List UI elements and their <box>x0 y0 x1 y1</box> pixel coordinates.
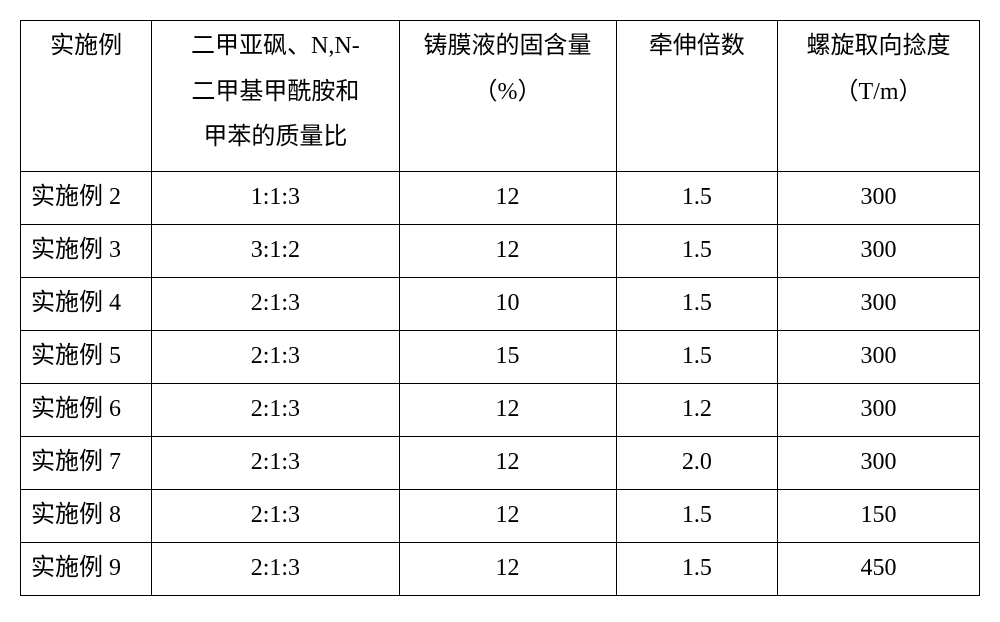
cell-example-label: 实施例 6 <box>21 384 152 437</box>
cell-draw-ratio: 1.5 <box>616 543 778 596</box>
cell-solid-content: 12 <box>399 437 616 490</box>
cell-draw-ratio: 1.5 <box>616 225 778 278</box>
cell-draw-ratio: 1.5 <box>616 278 778 331</box>
cell-example-label: 实施例 2 <box>21 172 152 225</box>
cell-twist: 300 <box>778 225 980 278</box>
table-row: 实施例 2 1:1:3 12 1.5 300 <box>21 172 980 225</box>
table-row: 实施例 4 2:1:3 10 1.5 300 <box>21 278 980 331</box>
cell-draw-ratio: 1.5 <box>616 172 778 225</box>
col-header-draw-ratio: 牵伸倍数 <box>616 21 778 172</box>
table-row: 实施例 7 2:1:3 12 2.0 300 <box>21 437 980 490</box>
table-row: 实施例 3 3:1:2 12 1.5 300 <box>21 225 980 278</box>
cell-mass-ratio: 2:1:3 <box>152 384 399 437</box>
col-header-solid-content: 铸膜液的固含量 （%） <box>399 21 616 172</box>
cell-example-label: 实施例 7 <box>21 437 152 490</box>
cell-solid-content: 12 <box>399 384 616 437</box>
cell-draw-ratio: 1.5 <box>616 331 778 384</box>
table-body: 实施例 2 1:1:3 12 1.5 300 实施例 3 3:1:2 12 1.… <box>21 172 980 596</box>
header-text: 牵伸倍数 <box>649 24 745 70</box>
cell-solid-content: 12 <box>399 172 616 225</box>
cell-example-label: 实施例 8 <box>21 490 152 543</box>
cell-twist: 300 <box>778 331 980 384</box>
cell-mass-ratio: 2:1:3 <box>152 331 399 384</box>
cell-solid-content: 12 <box>399 490 616 543</box>
col-header-mass-ratio: 二甲亚砜、N,N- 二甲基甲酰胺和 甲苯的质量比 <box>152 21 399 172</box>
header-text: （%） <box>474 70 542 116</box>
cell-twist: 300 <box>778 437 980 490</box>
table-row: 实施例 8 2:1:3 12 1.5 150 <box>21 490 980 543</box>
header-text: （T/m） <box>835 70 923 116</box>
cell-solid-content: 15 <box>399 331 616 384</box>
cell-solid-content: 12 <box>399 225 616 278</box>
cell-twist: 300 <box>778 384 980 437</box>
header-text: 二甲亚砜、N,N- <box>191 24 360 70</box>
cell-mass-ratio: 2:1:3 <box>152 490 399 543</box>
cell-twist: 450 <box>778 543 980 596</box>
table-row: 实施例 6 2:1:3 12 1.2 300 <box>21 384 980 437</box>
experiment-parameters-table: 实施例 二甲亚砜、N,N- 二甲基甲酰胺和 甲苯的质量比 铸膜液的固含量 （%）… <box>20 20 980 596</box>
header-text: 螺旋取向捻度 <box>807 24 951 70</box>
cell-solid-content: 12 <box>399 543 616 596</box>
cell-draw-ratio: 2.0 <box>616 437 778 490</box>
header-text: 甲苯的质量比 <box>203 115 347 161</box>
col-header-example: 实施例 <box>21 21 152 172</box>
cell-twist: 150 <box>778 490 980 543</box>
cell-example-label: 实施例 9 <box>21 543 152 596</box>
cell-solid-content: 10 <box>399 278 616 331</box>
cell-twist: 300 <box>778 172 980 225</box>
cell-draw-ratio: 1.5 <box>616 490 778 543</box>
cell-mass-ratio: 2:1:3 <box>152 543 399 596</box>
cell-mass-ratio: 2:1:3 <box>152 437 399 490</box>
cell-mass-ratio: 3:1:2 <box>152 225 399 278</box>
cell-twist: 300 <box>778 278 980 331</box>
header-text: 实施例 <box>50 24 122 70</box>
cell-example-label: 实施例 4 <box>21 278 152 331</box>
header-text: 铸膜液的固含量 <box>424 24 592 70</box>
cell-mass-ratio: 1:1:3 <box>152 172 399 225</box>
table-header-row: 实施例 二甲亚砜、N,N- 二甲基甲酰胺和 甲苯的质量比 铸膜液的固含量 （%）… <box>21 21 980 172</box>
table-row: 实施例 9 2:1:3 12 1.5 450 <box>21 543 980 596</box>
cell-draw-ratio: 1.2 <box>616 384 778 437</box>
cell-example-label: 实施例 3 <box>21 225 152 278</box>
header-text: 二甲基甲酰胺和 <box>191 70 359 116</box>
cell-mass-ratio: 2:1:3 <box>152 278 399 331</box>
cell-example-label: 实施例 5 <box>21 331 152 384</box>
col-header-twist: 螺旋取向捻度 （T/m） <box>778 21 980 172</box>
table-row: 实施例 5 2:1:3 15 1.5 300 <box>21 331 980 384</box>
